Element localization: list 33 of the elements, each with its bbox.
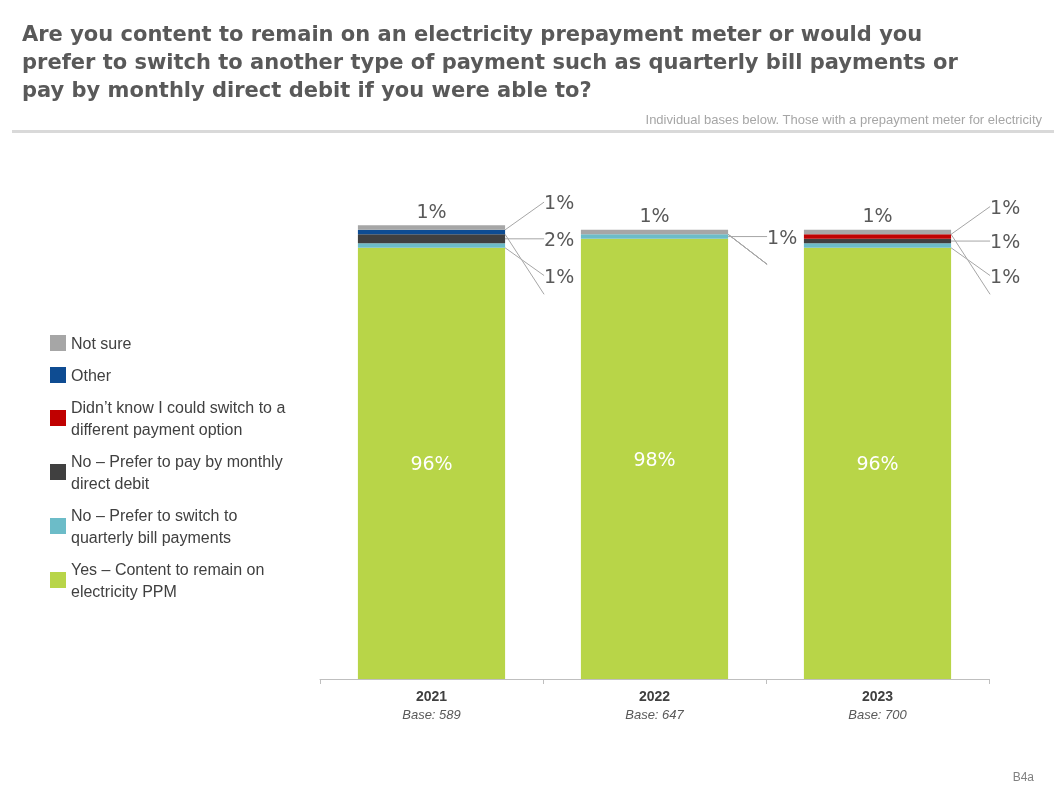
data-label: 1% bbox=[544, 191, 575, 214]
data-label: 96% bbox=[410, 452, 453, 475]
bar bbox=[357, 247, 506, 679]
bar bbox=[357, 243, 506, 248]
legend-label: Other bbox=[71, 366, 112, 384]
data-label: 1% bbox=[639, 204, 670, 227]
data-label: 1% bbox=[990, 264, 1021, 287]
legend-label: No – Prefer to pay by monthly direct debit bbox=[71, 452, 288, 492]
x-tick-label: 2021 Base: 589 bbox=[402, 688, 461, 722]
bar bbox=[357, 234, 506, 244]
data-label: 1% bbox=[990, 195, 1021, 218]
data-label: 96% bbox=[856, 452, 899, 475]
legend-label: No – Prefer to switch to quarterly bill payments bbox=[71, 506, 242, 546]
bar bbox=[580, 234, 729, 239]
data-label: 98% bbox=[633, 447, 676, 470]
legend-label: Not sure bbox=[71, 334, 132, 352]
bar bbox=[803, 243, 952, 248]
bar bbox=[803, 234, 952, 239]
data-label: 1% bbox=[416, 199, 447, 222]
data-label: 1% bbox=[544, 264, 575, 287]
text: B4a bbox=[1012, 770, 1034, 784]
x-tick-label: 2022 Base: 647 bbox=[625, 688, 685, 722]
legend-label: Didn’t know I could switch to a different payment option bbox=[71, 398, 290, 438]
chart-title: Are you content to remain on an electricity prepayment meter or would you prefer to switch to another type of payment such as quarterly bill payments or pay by monthly direct debit if you were able to? bbox=[22, 21, 959, 104]
bar bbox=[580, 238, 729, 679]
data-label: 1% bbox=[767, 225, 798, 248]
bar bbox=[803, 247, 952, 679]
legend-label: Yes – Content to remain on electricity PPM bbox=[71, 560, 269, 600]
data-label: 2% bbox=[544, 227, 575, 250]
data-label: 1% bbox=[862, 204, 893, 227]
chart-subtitle: Individual bases below. Those with a prepayment meter for electricity bbox=[645, 112, 1042, 127]
data-label: 1% bbox=[990, 230, 1021, 253]
x-tick-label: 2023 Base: 700 bbox=[848, 688, 908, 722]
